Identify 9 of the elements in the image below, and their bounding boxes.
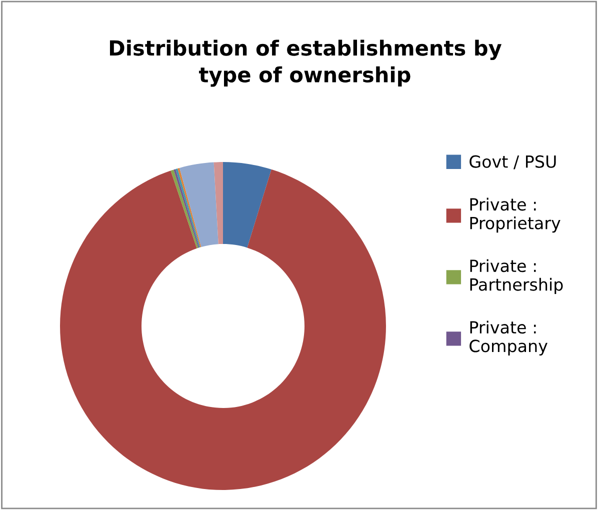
donut-slice (179, 162, 218, 247)
legend-label: Private : Company (470, 320, 548, 356)
legend-label: Govt / PSU (470, 155, 556, 170)
donut-slice (223, 162, 272, 248)
donut-slice (60, 169, 386, 490)
donut-slice (214, 162, 223, 244)
legend-label: Private : Partnership (470, 259, 563, 294)
legend-label: Private : Proprietary (470, 198, 560, 233)
chart-title: Distribution of establishments by type of ownership (110, 40, 502, 87)
